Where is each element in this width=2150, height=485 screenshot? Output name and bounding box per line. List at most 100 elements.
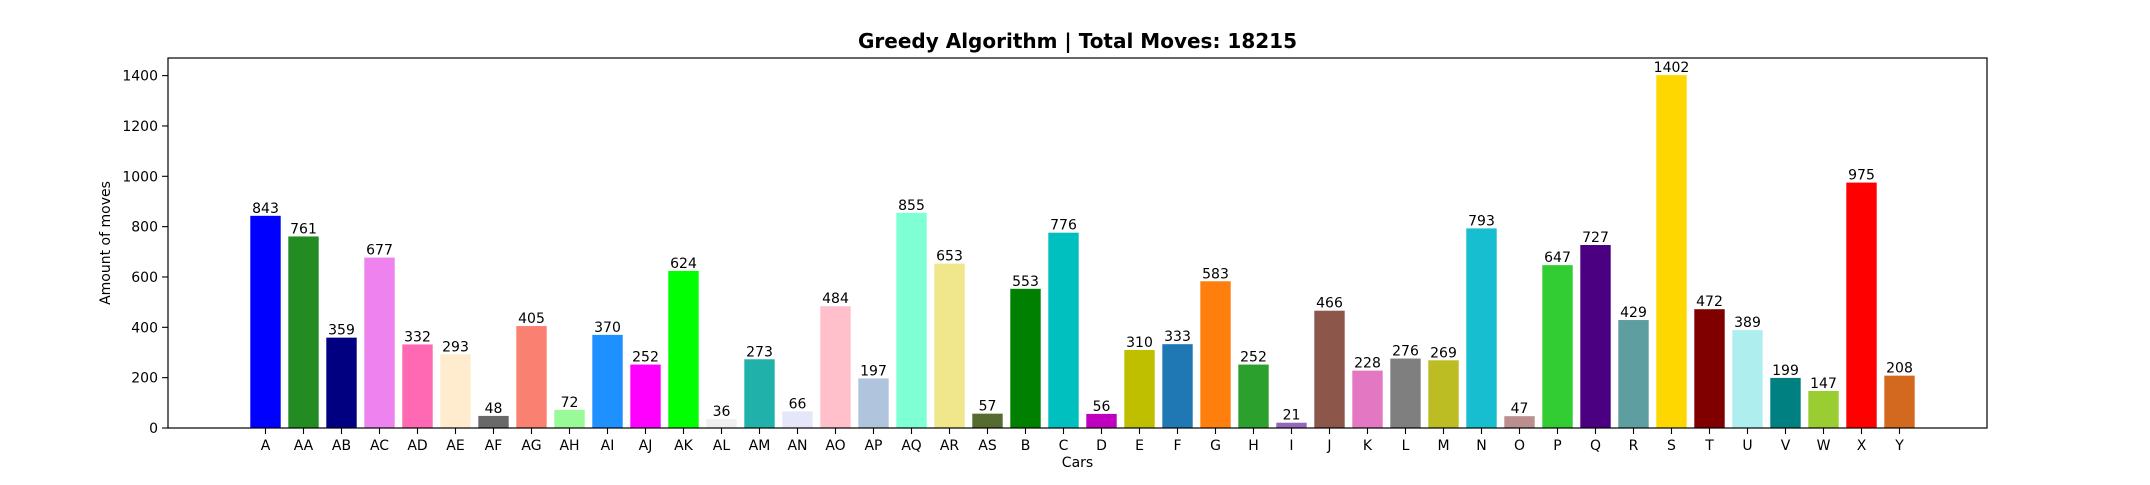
x-tick-label: AQ bbox=[901, 438, 921, 454]
y-tick-label: 600 bbox=[131, 270, 158, 286]
bar-aa bbox=[288, 236, 319, 428]
x-tick-label: N bbox=[1476, 438, 1486, 454]
chart-title: Greedy Algorithm | Total Moves: 18215 bbox=[858, 29, 1297, 53]
bar-k bbox=[1352, 370, 1383, 428]
data-label: 197 bbox=[860, 363, 887, 379]
bar-aj bbox=[630, 364, 661, 428]
data-label: 484 bbox=[822, 291, 849, 307]
data-label: 405 bbox=[518, 311, 545, 327]
bar-r bbox=[1618, 320, 1649, 428]
plot-area-frame bbox=[167, 57, 1988, 429]
x-tick-label: H bbox=[1248, 438, 1259, 454]
data-label: 653 bbox=[936, 249, 963, 265]
x-tick-label: AK bbox=[674, 438, 694, 454]
bar-c bbox=[1048, 232, 1079, 428]
data-label: 48 bbox=[485, 401, 503, 417]
x-tick-label: AS bbox=[978, 438, 997, 454]
x-axis-ticks: A AA AB AC AD AE AF AG AH AI AJ AK AL AM AN AO AP AQ AR AS B… bbox=[261, 428, 1904, 454]
bar-s bbox=[1656, 75, 1687, 428]
data-label: 727 bbox=[1582, 230, 1609, 246]
x-tick-label: J bbox=[1326, 438, 1331, 454]
data-label: 472 bbox=[1696, 294, 1723, 310]
bar-b bbox=[1010, 288, 1041, 428]
x-tick-label: A bbox=[261, 438, 271, 454]
data-label: 466 bbox=[1316, 296, 1343, 312]
bar-ao bbox=[820, 306, 851, 428]
x-tick-label: D bbox=[1096, 438, 1107, 454]
data-label: 429 bbox=[1620, 305, 1647, 321]
bar-m bbox=[1428, 360, 1459, 428]
bar-aq bbox=[896, 212, 927, 428]
x-tick-label: AD bbox=[407, 438, 427, 454]
x-tick-label: AR bbox=[940, 438, 960, 454]
y-tick-label: 400 bbox=[131, 320, 158, 336]
data-label: 273 bbox=[746, 344, 773, 360]
bar-ai bbox=[592, 334, 623, 428]
x-tick-label: C bbox=[1059, 438, 1069, 454]
bar-o bbox=[1504, 416, 1535, 428]
data-label: 855 bbox=[898, 198, 925, 214]
x-tick-label: T bbox=[1704, 438, 1714, 454]
bar-a bbox=[250, 215, 281, 428]
bar-al bbox=[706, 418, 737, 428]
bar-j bbox=[1314, 310, 1345, 428]
x-tick-label: B bbox=[1021, 438, 1031, 454]
x-tick-label: AG bbox=[521, 438, 541, 454]
bar-n bbox=[1466, 228, 1497, 428]
y-axis-label: Amount of moves bbox=[98, 181, 114, 305]
data-label: 47 bbox=[1511, 401, 1529, 417]
data-label: 72 bbox=[561, 395, 579, 411]
x-tick-label: AL bbox=[713, 438, 731, 454]
data-label: 36 bbox=[713, 404, 731, 420]
x-tick-label: I bbox=[1289, 438, 1293, 454]
bar-h bbox=[1238, 364, 1269, 428]
x-tick-label: L bbox=[1402, 438, 1410, 454]
bar-an bbox=[782, 411, 813, 428]
x-tick-label: V bbox=[1781, 438, 1791, 454]
data-label: 56 bbox=[1093, 399, 1111, 415]
data-label: 761 bbox=[290, 221, 317, 237]
bar-x bbox=[1846, 182, 1877, 428]
data-label: 66 bbox=[789, 396, 807, 412]
data-label: 647 bbox=[1544, 250, 1571, 266]
x-axis-label: Cars bbox=[1062, 455, 1093, 471]
bar-l bbox=[1390, 358, 1421, 428]
x-tick-label: K bbox=[1363, 438, 1373, 454]
bar-w bbox=[1808, 391, 1839, 428]
data-label: 553 bbox=[1012, 274, 1039, 290]
data-label: 843 bbox=[252, 201, 279, 217]
bar-q bbox=[1580, 245, 1611, 428]
x-tick-label: S bbox=[1667, 438, 1676, 454]
bars-group bbox=[250, 75, 1915, 428]
data-label: 333 bbox=[1164, 329, 1191, 345]
bar-t bbox=[1694, 309, 1725, 428]
data-label: 276 bbox=[1392, 344, 1419, 360]
x-tick-label: AI bbox=[601, 438, 615, 454]
bar-af bbox=[478, 415, 509, 428]
bar-ar bbox=[934, 263, 965, 428]
x-tick-label: M bbox=[1437, 438, 1449, 454]
bar-ac bbox=[364, 257, 395, 428]
data-label: 252 bbox=[1240, 350, 1267, 366]
x-tick-label: Q bbox=[1590, 438, 1601, 454]
x-tick-label: AM bbox=[749, 438, 771, 454]
data-label: 776 bbox=[1050, 218, 1077, 234]
bar-v bbox=[1770, 377, 1801, 428]
bar-as bbox=[972, 413, 1003, 428]
x-tick-label: AF bbox=[485, 438, 503, 454]
x-tick-label: AJ bbox=[639, 438, 653, 454]
bar-i bbox=[1276, 422, 1307, 428]
data-label: 199 bbox=[1772, 363, 1799, 379]
data-label: 293 bbox=[442, 339, 469, 355]
x-tick-label: O bbox=[1514, 438, 1525, 454]
x-tick-label: W bbox=[1817, 438, 1831, 454]
x-tick-label: Y bbox=[1894, 438, 1904, 454]
data-label: 624 bbox=[670, 256, 697, 272]
bar-ah bbox=[554, 409, 585, 428]
x-tick-label: AO bbox=[825, 438, 845, 454]
bar-f bbox=[1162, 344, 1193, 428]
x-tick-label: F bbox=[1173, 438, 1181, 454]
x-tick-label: E bbox=[1135, 438, 1144, 454]
